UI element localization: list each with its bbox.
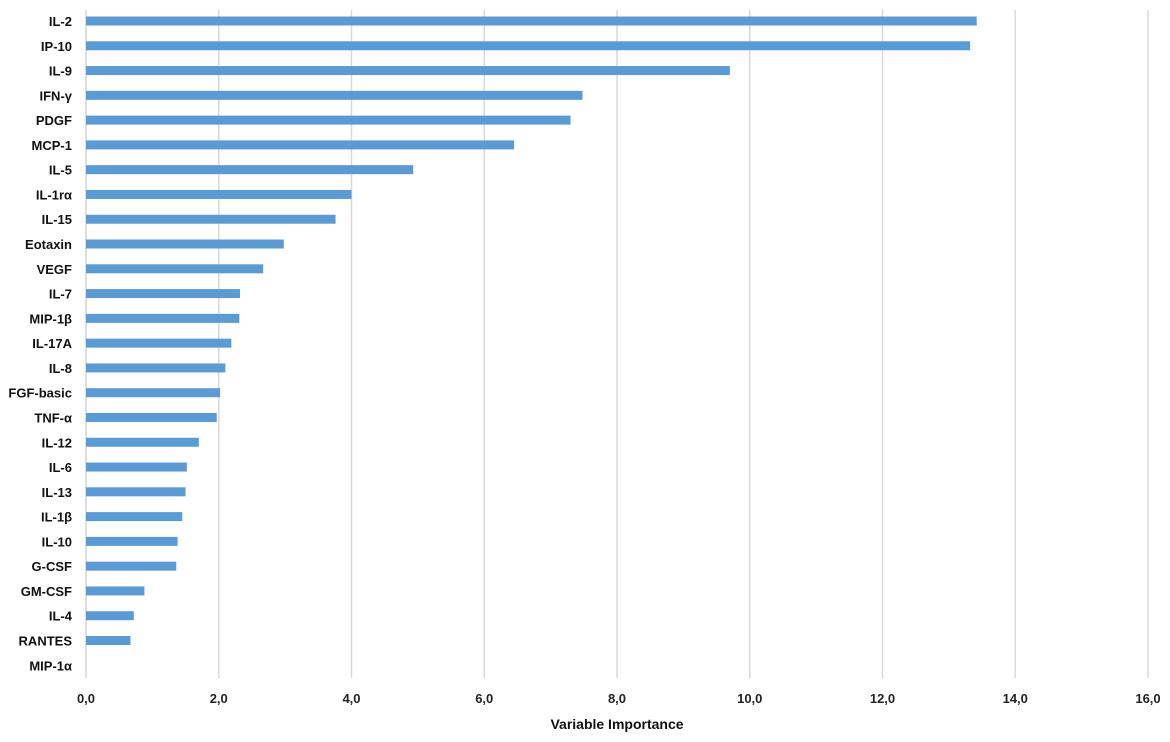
bar xyxy=(86,115,571,125)
category-label: IL-12 xyxy=(42,435,72,450)
x-tick-label: 12,0 xyxy=(870,691,895,706)
bar xyxy=(86,313,240,323)
category-label: RANTES xyxy=(19,634,73,649)
category-label: IL-1rα xyxy=(36,187,72,202)
category-label: MIP-1α xyxy=(29,658,72,673)
x-tick-label: 6,0 xyxy=(475,691,493,706)
category-label: IL-9 xyxy=(49,64,72,79)
x-tick-label: 2,0 xyxy=(210,691,228,706)
category-label: IL-7 xyxy=(49,287,72,302)
category-label: FGF-basic xyxy=(8,386,72,401)
gridlines xyxy=(85,10,1149,678)
bar xyxy=(86,512,183,522)
bar xyxy=(86,239,284,249)
bar xyxy=(86,140,515,150)
bar xyxy=(86,611,134,621)
category-label: IP-10 xyxy=(41,39,72,54)
category-label: G-CSF xyxy=(32,559,73,574)
category-label: PDGF xyxy=(36,113,72,128)
bar xyxy=(86,561,177,571)
category-label: IL-2 xyxy=(49,14,72,29)
category-label: IL-13 xyxy=(42,485,72,500)
x-axis-title: Variable Importance xyxy=(550,716,683,732)
category-label: Eotaxin xyxy=(25,237,72,252)
category-label: IL-17A xyxy=(32,336,72,351)
category-label: TNF-α xyxy=(34,410,72,425)
bar xyxy=(86,412,217,422)
x-tick-label: 4,0 xyxy=(342,691,360,706)
bar xyxy=(86,165,414,175)
x-tick-label: 16,0 xyxy=(1135,691,1160,706)
bar xyxy=(86,462,187,472)
x-tick-label: 10,0 xyxy=(737,691,762,706)
category-label: MIP-1β xyxy=(29,311,72,326)
bar xyxy=(86,363,226,373)
bar xyxy=(86,66,730,76)
bar xyxy=(86,90,583,100)
category-label: IL-8 xyxy=(49,361,72,376)
category-label: IL-10 xyxy=(42,534,72,549)
category-label: IL-4 xyxy=(49,609,73,624)
bar xyxy=(86,16,977,26)
category-label: VEGF xyxy=(37,262,72,277)
bar xyxy=(86,636,131,645)
x-tick-label: 14,0 xyxy=(1003,691,1028,706)
category-label: IL-1β xyxy=(41,510,72,525)
x-tick-label: 0,0 xyxy=(77,691,95,706)
bar xyxy=(86,264,264,274)
category-label: GM-CSF xyxy=(21,584,72,599)
bar xyxy=(86,189,352,199)
category-labels: IL-2 IP-10 IL-9 IFN-γ PDGF MCP-1 IL-5 IL-1rα IL-… xyxy=(8,14,72,673)
bars xyxy=(86,16,977,645)
bar xyxy=(86,437,199,447)
bar xyxy=(86,536,178,546)
bar xyxy=(86,586,145,596)
category-label: IL-6 xyxy=(49,460,72,475)
x-tick-labels: 0,0 2,0 4,0 6,0 8,0 10,0 12,0 14,0 16,0 xyxy=(77,691,1161,706)
bar xyxy=(86,487,186,497)
bar xyxy=(86,338,232,348)
bar xyxy=(86,214,336,224)
category-label: IFN-γ xyxy=(40,88,73,103)
x-tick-label: 8,0 xyxy=(608,691,626,706)
category-label: IL-15 xyxy=(42,212,72,227)
bar xyxy=(86,289,240,299)
category-label: IL-5 xyxy=(49,163,72,178)
category-label: MCP-1 xyxy=(32,138,72,153)
bar xyxy=(86,388,221,398)
bar xyxy=(86,41,971,51)
